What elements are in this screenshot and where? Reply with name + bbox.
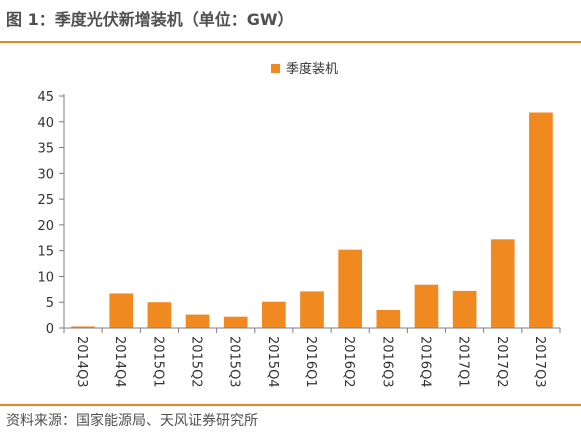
y-axis: 0 5 10 15 20 25 30 35 40 45 [37,90,65,337]
x-tick-label: 2016Q4 [417,336,432,388]
chart-legend: 季度装机 [271,61,338,77]
y-tick-label: 10 [37,270,54,285]
y-tick-label: 35 [37,142,54,157]
x-tick-label: 2017Q3 [532,336,547,388]
x-tick-label: 2016Q2 [341,336,356,388]
footer-divider [0,404,581,406]
y-tick-label: 20 [37,219,54,234]
y-tick-label: 40 [37,116,54,131]
x-tick-label: 2014Q4 [112,336,127,388]
y-tick-label: 0 [46,322,54,337]
x-tick-label: 2015Q4 [265,336,280,388]
legend-swatch [271,64,280,73]
bar [71,326,95,328]
source-note: 资料来源：国家能源局、天风证券研究所 [6,413,258,429]
y-tick-label: 25 [37,193,54,208]
x-tick-label: 2017Q2 [494,336,509,388]
bar [147,302,172,328]
bar [529,112,553,329]
bars [71,112,553,329]
x-tick-label: 2014Q3 [74,336,89,388]
bar [223,316,248,328]
bar [452,290,477,328]
x-tick-label: 2015Q2 [189,336,204,388]
y-tick-label: 45 [37,90,54,105]
bar-chart: 季度装机 0 5 10 15 20 25 30 35 40 45 2014Q3 2014Q4 2015… [37,61,561,388]
legend-label: 季度装机 [286,61,338,77]
figure-title: 图 1：季度光伏新增装机（单位：GW） [6,10,294,29]
x-tick-label: 2017Q1 [456,336,471,388]
bar [490,239,515,328]
bar [376,309,401,328]
y-tick-label: 15 [37,245,54,260]
bar [300,291,324,328]
bar [185,314,210,328]
x-tick-label: 2015Q1 [150,336,165,388]
bar [109,293,134,328]
x-axis: 2014Q3 2014Q4 2015Q1 2015Q2 2015Q3 2015Q4 2016… [63,327,561,388]
y-tick-label: 30 [37,167,54,182]
x-tick-label: 2015Q3 [227,336,242,388]
bar [338,249,362,328]
bar [414,284,439,328]
bar [262,301,286,328]
x-tick-label: 2016Q3 [379,336,394,388]
x-tick-label: 2016Q1 [303,336,318,388]
y-tick-label: 5 [46,296,54,311]
title-divider [0,41,581,43]
